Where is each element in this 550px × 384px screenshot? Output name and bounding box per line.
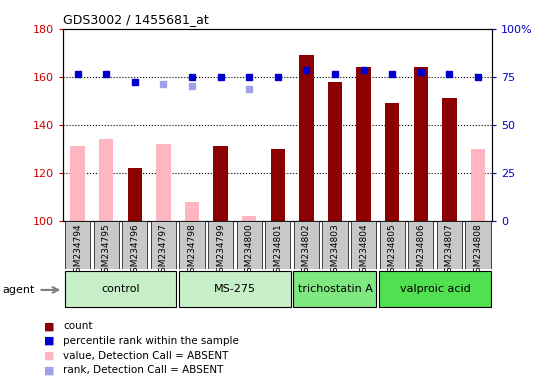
Bar bbox=[271, 149, 285, 221]
Text: GSM234804: GSM234804 bbox=[359, 223, 368, 278]
Bar bbox=[322, 221, 348, 269]
Bar bbox=[65, 221, 90, 269]
Bar bbox=[442, 98, 456, 221]
Text: GSM234799: GSM234799 bbox=[216, 223, 225, 278]
Bar bbox=[128, 168, 142, 221]
Bar bbox=[99, 139, 113, 221]
Text: GSM234794: GSM234794 bbox=[73, 223, 82, 278]
Text: ■: ■ bbox=[44, 365, 55, 375]
Bar bbox=[208, 221, 233, 269]
Text: GSM234798: GSM234798 bbox=[188, 223, 196, 278]
Bar bbox=[385, 103, 399, 221]
Text: control: control bbox=[101, 284, 140, 294]
Text: GSM234803: GSM234803 bbox=[331, 223, 339, 278]
Bar bbox=[151, 221, 176, 269]
Bar bbox=[242, 216, 256, 221]
Text: trichostatin A: trichostatin A bbox=[298, 284, 372, 294]
Text: count: count bbox=[63, 321, 93, 331]
Bar bbox=[328, 81, 342, 221]
Bar bbox=[294, 271, 376, 307]
Bar bbox=[65, 271, 176, 307]
Text: GSM234797: GSM234797 bbox=[159, 223, 168, 278]
Bar bbox=[236, 221, 262, 269]
Bar bbox=[408, 221, 433, 269]
Text: GSM234800: GSM234800 bbox=[245, 223, 254, 278]
Bar bbox=[294, 221, 319, 269]
Bar bbox=[414, 67, 428, 221]
Text: GSM234806: GSM234806 bbox=[416, 223, 425, 278]
Text: GSM234796: GSM234796 bbox=[130, 223, 139, 278]
Text: GSM234805: GSM234805 bbox=[388, 223, 397, 278]
Text: GSM234802: GSM234802 bbox=[302, 223, 311, 278]
Bar bbox=[179, 221, 205, 269]
Text: GDS3002 / 1455681_at: GDS3002 / 1455681_at bbox=[63, 13, 209, 26]
Text: rank, Detection Call = ABSENT: rank, Detection Call = ABSENT bbox=[63, 365, 224, 375]
Bar bbox=[351, 221, 376, 269]
Text: MS-275: MS-275 bbox=[214, 284, 256, 294]
Bar bbox=[94, 221, 119, 269]
Text: GSM234808: GSM234808 bbox=[474, 223, 482, 278]
Bar bbox=[299, 55, 314, 221]
Bar bbox=[265, 221, 290, 269]
Text: GSM234807: GSM234807 bbox=[445, 223, 454, 278]
Text: value, Detection Call = ABSENT: value, Detection Call = ABSENT bbox=[63, 351, 229, 361]
Bar bbox=[437, 221, 462, 269]
Bar bbox=[185, 202, 199, 221]
Text: GSM234801: GSM234801 bbox=[273, 223, 282, 278]
Bar bbox=[122, 221, 147, 269]
Text: ■: ■ bbox=[44, 336, 55, 346]
Bar bbox=[379, 221, 405, 269]
Bar bbox=[379, 271, 491, 307]
Bar bbox=[213, 146, 228, 221]
Text: ■: ■ bbox=[44, 321, 55, 331]
Text: agent: agent bbox=[3, 285, 35, 295]
Text: percentile rank within the sample: percentile rank within the sample bbox=[63, 336, 239, 346]
Bar bbox=[156, 144, 170, 221]
Text: valproic acid: valproic acid bbox=[400, 284, 470, 294]
Bar bbox=[179, 271, 290, 307]
Text: GSM234795: GSM234795 bbox=[102, 223, 111, 278]
Bar bbox=[356, 67, 371, 221]
Bar bbox=[471, 149, 485, 221]
Bar bbox=[465, 221, 491, 269]
Text: ■: ■ bbox=[44, 351, 55, 361]
Bar bbox=[70, 146, 85, 221]
